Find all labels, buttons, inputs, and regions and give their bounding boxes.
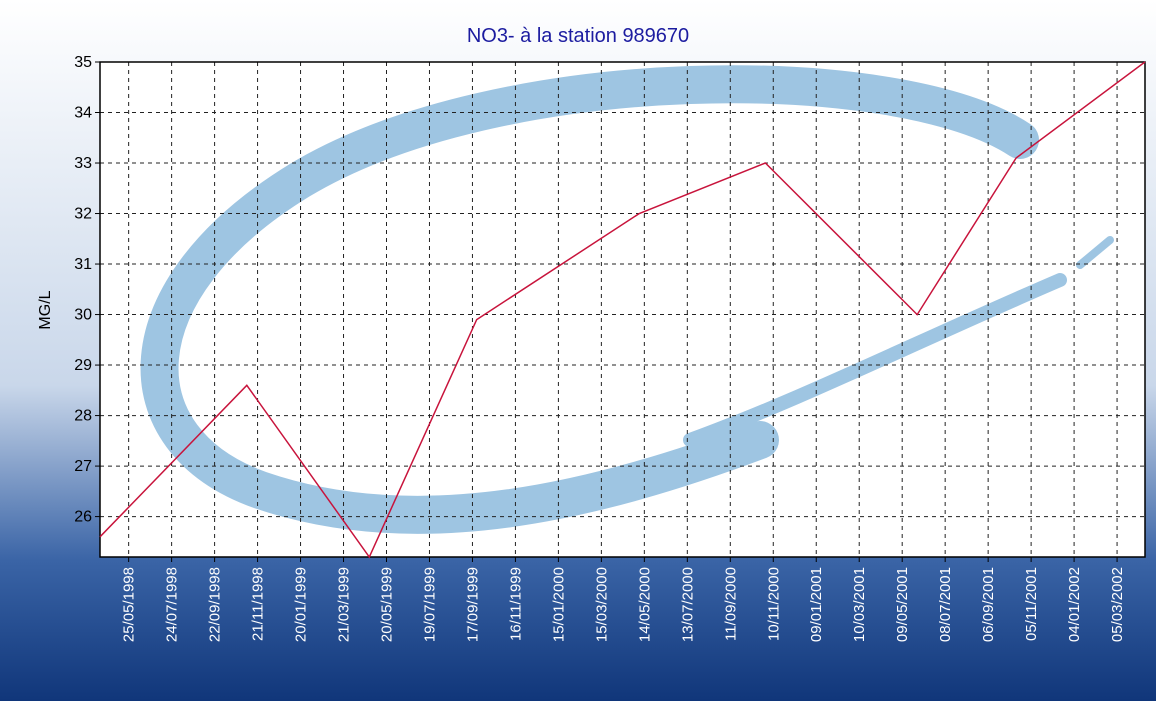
x-tick-label: 08/07/2001 [937, 567, 954, 642]
x-tick-label: 14/05/2000 [636, 567, 653, 642]
y-tick-label: 28 [74, 408, 92, 425]
x-tick-label: 22/09/1998 [207, 567, 224, 642]
x-tick-label: 25/05/1998 [121, 567, 138, 642]
logo-swoosh [140, 65, 1114, 534]
y-axis-label: MG/L [37, 290, 54, 329]
chart-title: NO3- à la station 989670 [467, 25, 689, 47]
x-tick-label: 20/05/1999 [378, 567, 395, 642]
x-tick-label: 05/03/2002 [1109, 567, 1126, 642]
x-tick-label: 21/03/1999 [336, 567, 353, 642]
y-tick-label: 26 [74, 509, 92, 526]
x-tick-label: 09/05/2001 [894, 567, 911, 642]
x-tick-label: 04/01/2002 [1066, 567, 1083, 642]
y-tick-label: 31 [74, 256, 92, 273]
x-tick-label: 19/07/1999 [421, 567, 438, 642]
y-tick-label: 33 [74, 155, 92, 172]
y-tick-label: 29 [74, 357, 92, 374]
x-tick-label: 09/01/2001 [808, 567, 825, 642]
y-tick-label: 35 [74, 54, 92, 71]
x-tick-label: 15/03/2000 [593, 567, 610, 642]
x-tick-label: 17/09/1999 [464, 567, 481, 642]
y-tick-label: 27 [74, 458, 92, 475]
x-tick-label: 13/07/2000 [679, 567, 696, 642]
x-tick-label: 21/11/1998 [250, 567, 267, 641]
y-tick-label: 30 [74, 307, 92, 324]
data-line [99, 61, 1146, 559]
x-tick-label: 10/03/2001 [851, 567, 868, 642]
y-tick-label: 34 [74, 105, 92, 122]
x-tick-label: 16/11/1999 [507, 567, 524, 641]
x-tick-label: 05/11/2001 [1023, 567, 1040, 641]
x-tick-label: 06/09/2001 [980, 567, 997, 642]
plot-border [99, 61, 1146, 558]
x-tick-label: 24/07/1998 [164, 567, 181, 642]
x-tick-label: 20/01/1999 [293, 567, 310, 642]
y-tick-label: 32 [74, 206, 92, 223]
x-tick-label: 10/11/2000 [765, 567, 782, 641]
x-tick-label: 15/01/2000 [550, 567, 567, 642]
x-tick-label: 11/09/2000 [722, 567, 739, 641]
